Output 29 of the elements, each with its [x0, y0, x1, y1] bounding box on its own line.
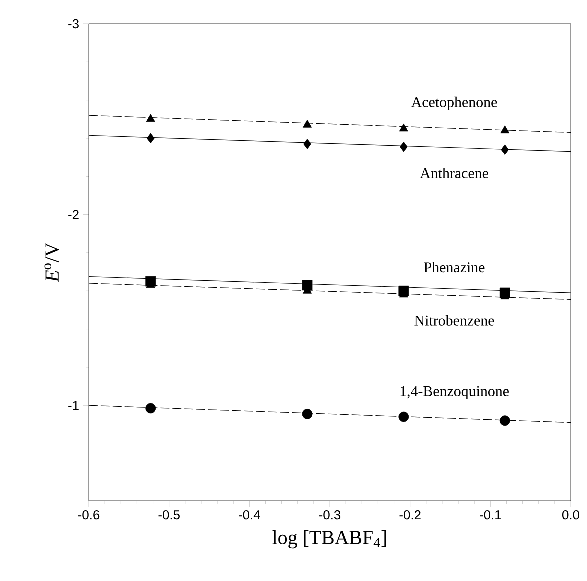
series-label: Nitrobenzene	[414, 315, 494, 326]
y-tick-label: -2	[68, 210, 79, 220]
point	[399, 124, 408, 132]
x-axis-title: log [TBABF$_{4}$]	[272, 530, 386, 549]
point	[302, 409, 313, 420]
x-tick-label: -0.3	[319, 510, 341, 520]
x-tick-label: 0.0	[562, 510, 580, 520]
x-tick-label: -0.5	[158, 510, 180, 520]
series-label: Acetophenone	[412, 96, 498, 110]
point	[146, 403, 156, 414]
point	[146, 133, 155, 144]
point	[302, 120, 312, 128]
point	[500, 416, 510, 426]
x-tick-label: -0.4	[239, 510, 260, 520]
point	[500, 126, 510, 134]
point	[398, 412, 410, 422]
x-tick-label: -0.1	[480, 510, 502, 520]
series-label: Anthracene	[420, 168, 488, 178]
point	[400, 142, 408, 152]
y-tick-label: -1	[68, 401, 79, 410]
y-axis-title: E$^{o}$/V	[44, 242, 60, 283]
y-tick-label: -3	[68, 19, 79, 29]
x-tick-label: -0.6	[78, 510, 100, 520]
x-tick-label: -0.2	[400, 510, 421, 520]
point	[501, 144, 510, 156]
series-label: Phenazine	[424, 262, 485, 273]
point	[304, 139, 312, 150]
point	[146, 114, 156, 122]
series-label: 1,4-Benzoquinone	[400, 386, 509, 400]
